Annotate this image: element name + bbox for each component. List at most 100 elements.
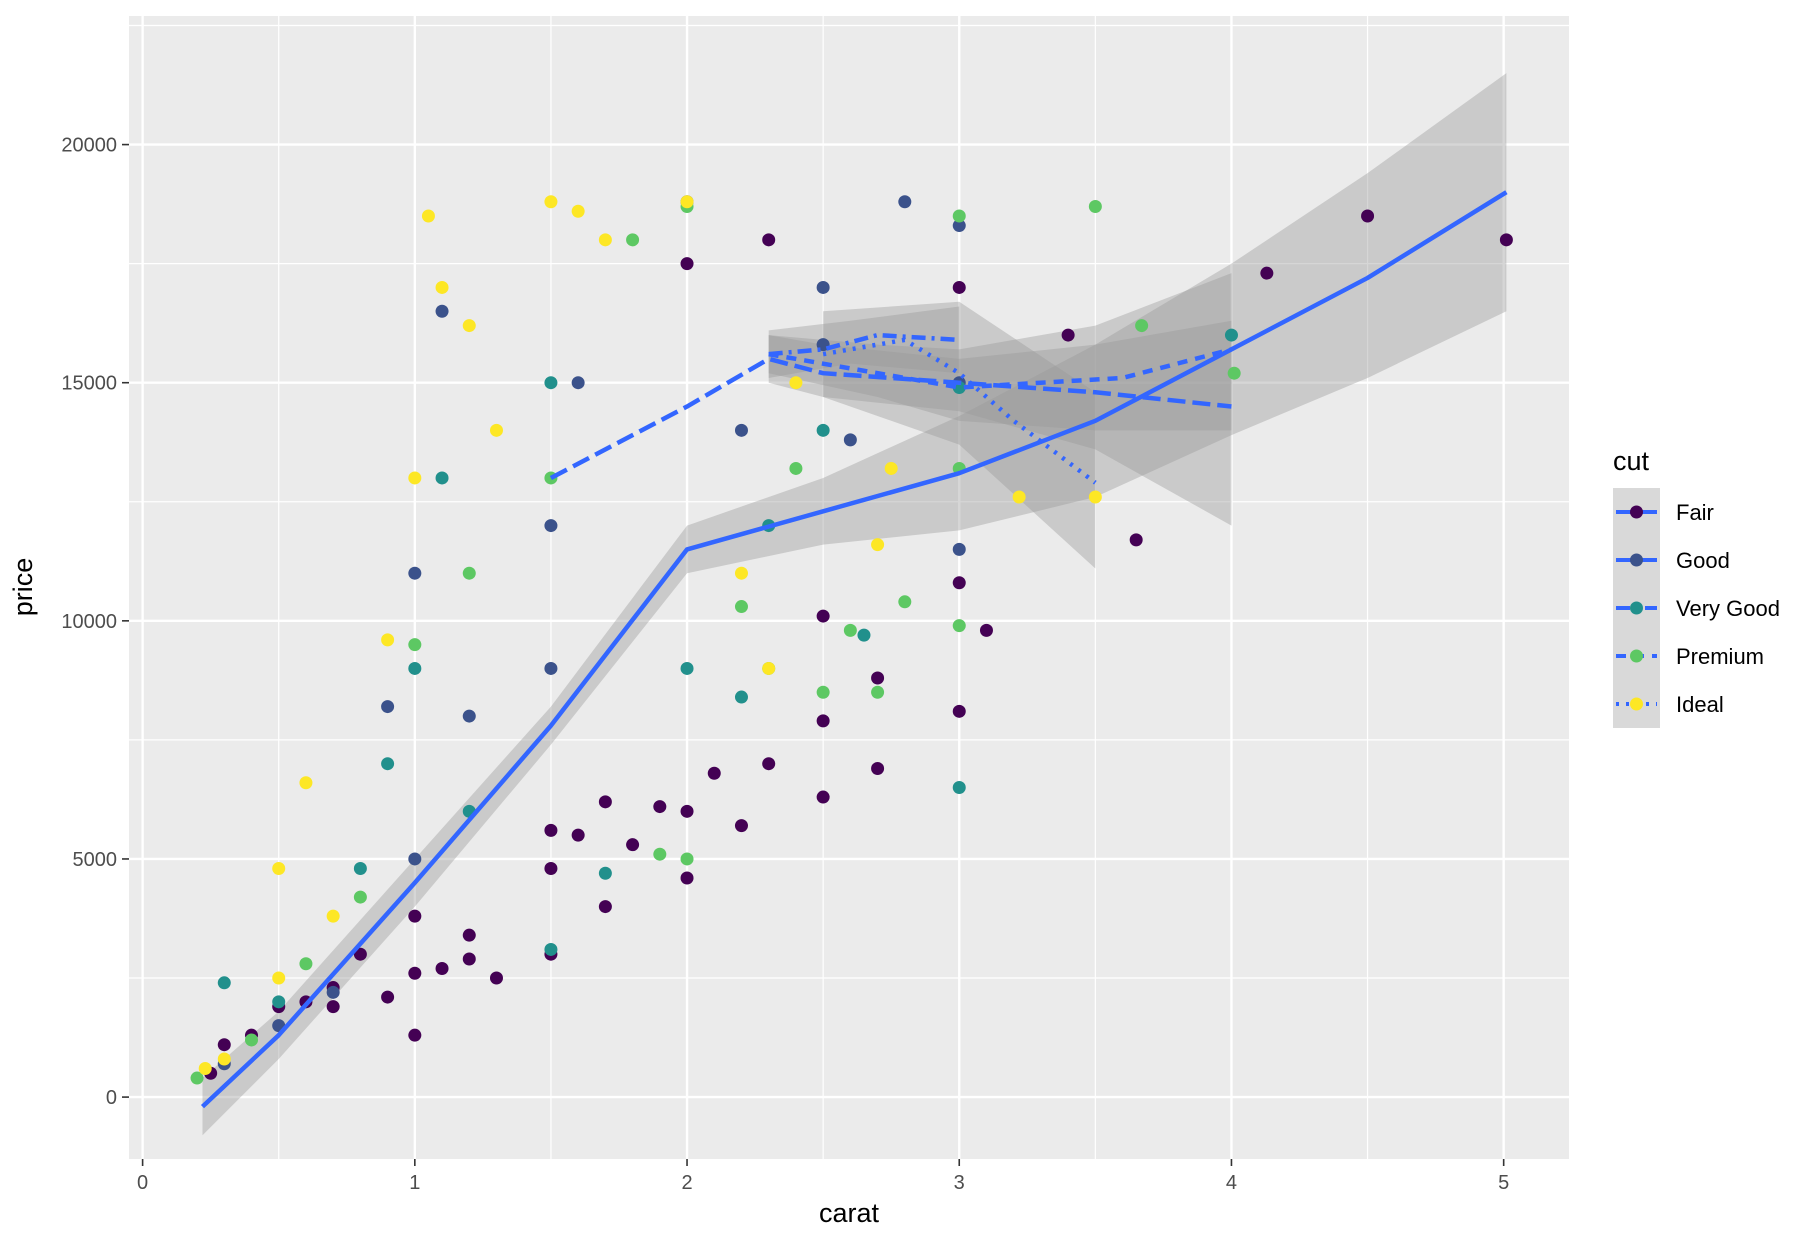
data-point xyxy=(544,376,558,390)
confidence-band xyxy=(823,301,1096,569)
data-point xyxy=(762,661,776,675)
legend-key-point xyxy=(1630,649,1643,663)
data-point xyxy=(381,757,395,771)
data-point xyxy=(871,671,885,685)
data-point xyxy=(734,819,748,833)
data-point xyxy=(544,823,558,837)
data-point xyxy=(789,376,803,390)
data-point xyxy=(789,461,803,475)
legend-key-point xyxy=(1630,697,1643,711)
data-point xyxy=(816,685,830,699)
data-point xyxy=(190,1071,204,1085)
x-tick-label: 4 xyxy=(1226,1172,1237,1194)
data-point xyxy=(571,204,585,218)
data-point xyxy=(408,852,422,866)
data-point xyxy=(408,566,422,580)
legend-label: Premium xyxy=(1676,644,1764,669)
data-point xyxy=(952,209,966,223)
confidence-band xyxy=(768,306,960,378)
data-point xyxy=(952,576,966,590)
data-point xyxy=(544,195,558,209)
data-point xyxy=(435,471,449,485)
data-point xyxy=(816,280,830,294)
data-point xyxy=(353,861,367,875)
x-axis-title: carat xyxy=(819,1198,880,1228)
smooth-line xyxy=(768,347,1233,390)
data-point xyxy=(462,709,476,723)
data-point xyxy=(1361,209,1375,223)
legend-label: Good xyxy=(1676,548,1730,573)
data-points xyxy=(190,195,1513,1085)
data-point xyxy=(1088,200,1102,213)
data-point xyxy=(871,761,885,775)
data-point xyxy=(462,928,476,942)
data-point xyxy=(734,690,748,704)
data-point xyxy=(326,1000,340,1014)
legend-keys: Fair Good Very Good Premium Ideal xyxy=(1616,500,1780,717)
y-tick-label: 20000 xyxy=(61,135,117,157)
data-point xyxy=(680,871,694,885)
data-point xyxy=(408,661,422,675)
data-point xyxy=(462,319,476,333)
data-point xyxy=(626,838,640,852)
data-point xyxy=(217,1052,231,1066)
data-point xyxy=(952,280,966,294)
smooth-line xyxy=(200,190,1508,1109)
data-point xyxy=(734,566,748,580)
legend-label: Very Good xyxy=(1676,596,1780,621)
data-point xyxy=(734,600,748,614)
smooth-line xyxy=(549,356,1232,480)
data-point xyxy=(381,700,395,714)
data-point xyxy=(571,828,585,842)
data-point xyxy=(272,995,286,1009)
y-tick-label: 5000 xyxy=(73,849,118,871)
data-point xyxy=(462,566,476,580)
data-point xyxy=(1061,328,1075,342)
data-point xyxy=(884,461,898,475)
data-point xyxy=(217,976,231,990)
data-point xyxy=(843,623,857,637)
data-point xyxy=(680,661,694,675)
confidence-band xyxy=(202,73,1507,1136)
data-point xyxy=(816,423,830,437)
data-point xyxy=(680,852,694,866)
data-point xyxy=(952,704,966,718)
data-point xyxy=(435,280,449,294)
data-point xyxy=(544,661,558,675)
y-axis: 0 5000 10000 15000 20000 xyxy=(61,135,129,1109)
data-point xyxy=(952,542,966,556)
data-point xyxy=(598,233,612,247)
data-point xyxy=(680,257,694,271)
legend-title: cut xyxy=(1613,446,1650,476)
legend: cut Fair Good Very Good Premium Ideal xyxy=(1613,446,1780,728)
data-point xyxy=(952,781,966,795)
data-point xyxy=(1129,533,1143,547)
data-point xyxy=(408,471,422,485)
data-point xyxy=(1499,233,1513,247)
data-point xyxy=(435,962,449,975)
data-point xyxy=(680,195,694,209)
data-point xyxy=(816,714,830,728)
data-point xyxy=(408,1028,422,1042)
data-point xyxy=(272,861,286,875)
smooth-lines xyxy=(200,190,1508,1109)
data-point xyxy=(816,790,830,804)
data-point xyxy=(626,233,640,247)
data-point xyxy=(353,947,367,961)
confidence-bands xyxy=(202,73,1507,1136)
data-point xyxy=(408,638,422,652)
data-point xyxy=(979,623,993,637)
data-point xyxy=(1088,490,1102,504)
legend-label: Ideal xyxy=(1676,692,1724,717)
data-point xyxy=(435,304,449,318)
data-point xyxy=(707,766,721,780)
data-point xyxy=(544,861,558,875)
confidence-band xyxy=(768,320,1232,526)
data-point xyxy=(462,952,476,966)
data-point xyxy=(381,633,395,647)
data-point xyxy=(1260,266,1274,280)
data-point xyxy=(299,776,313,790)
data-point xyxy=(952,219,966,233)
data-point xyxy=(734,423,748,437)
